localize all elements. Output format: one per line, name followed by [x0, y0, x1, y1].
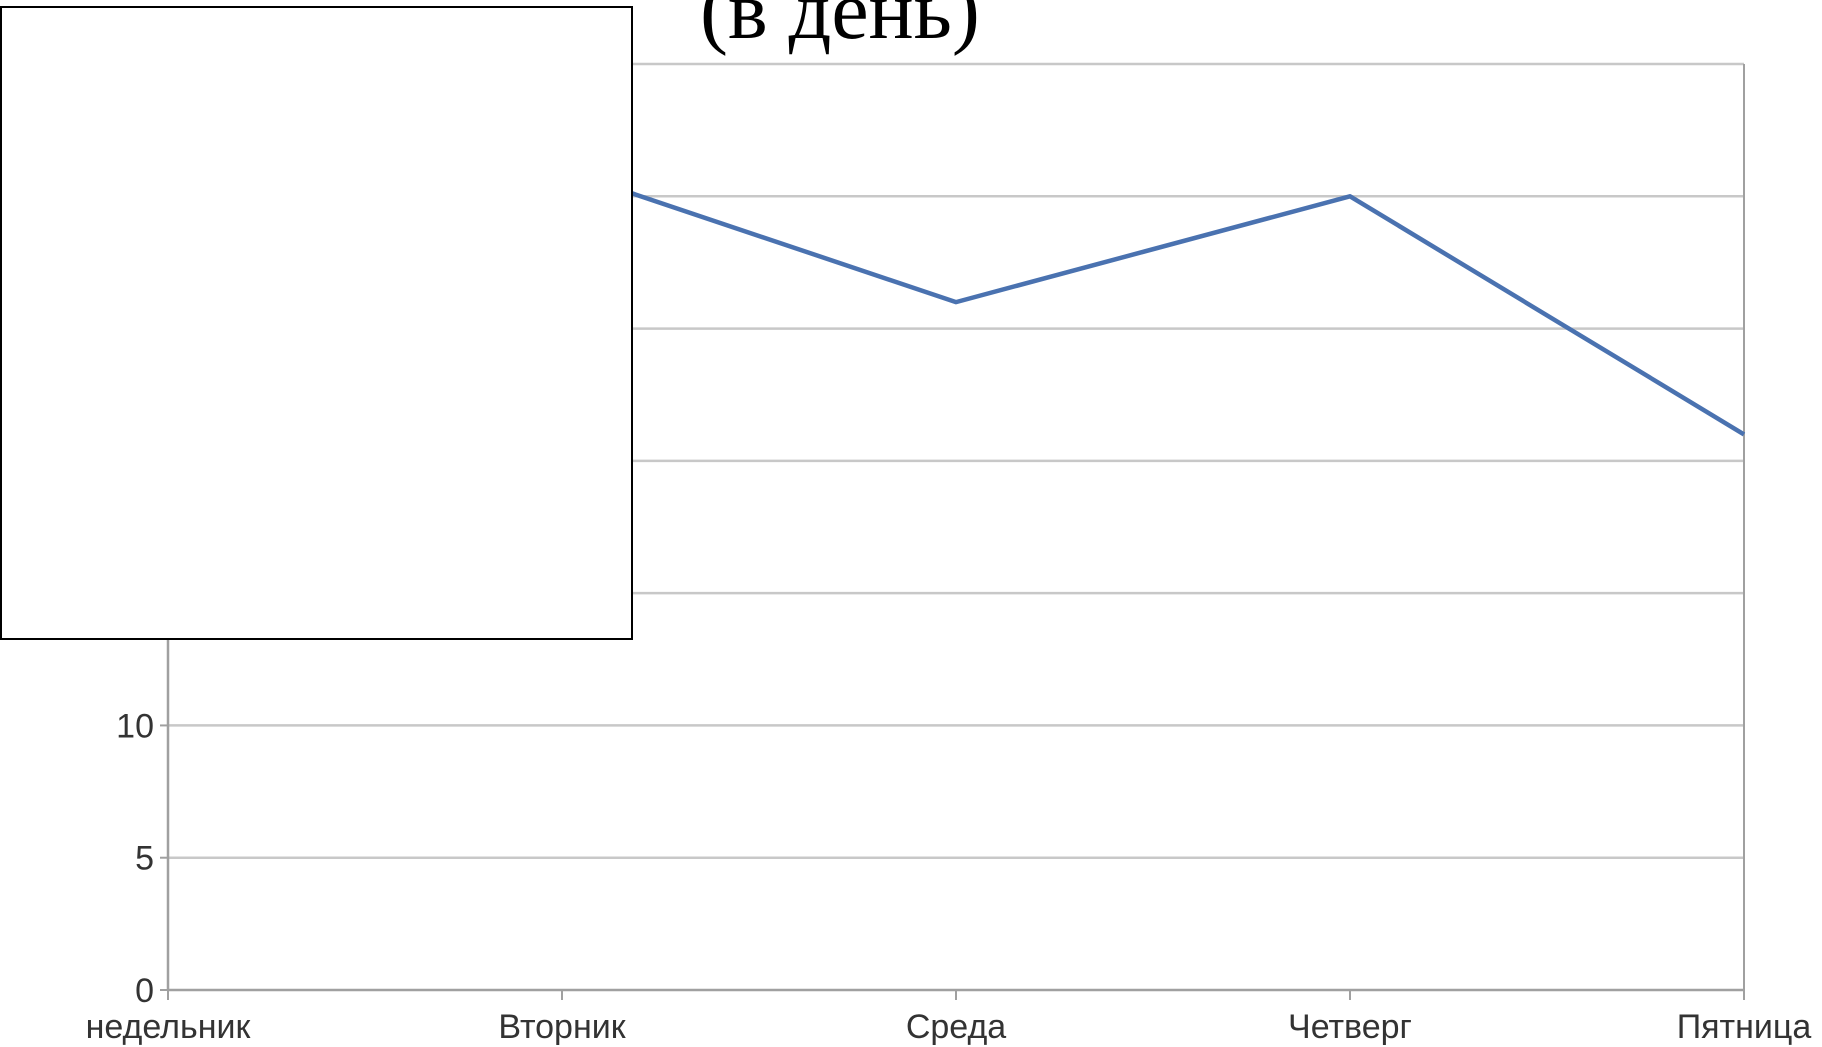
chart-title: (в день)	[700, 0, 980, 57]
x-tick-label: Четверг	[1288, 1008, 1412, 1046]
y-axis-tick-labels: 0 5 10	[116, 707, 154, 1010]
y-tick-label: 0	[135, 972, 154, 1010]
x-tick-label: Пятница	[1677, 1008, 1812, 1046]
x-tick-label: Вторник	[498, 1008, 626, 1046]
y-tick-label: 5	[135, 840, 154, 878]
blank-overlay-box	[0, 6, 633, 640]
x-tick-label: недельник	[86, 1008, 252, 1046]
x-tick-label: Среда	[906, 1008, 1006, 1046]
y-tick-label: 10	[116, 707, 154, 745]
x-axis-tick-labels: недельник Вторник Среда Четверг Пятница	[86, 1008, 1812, 1046]
